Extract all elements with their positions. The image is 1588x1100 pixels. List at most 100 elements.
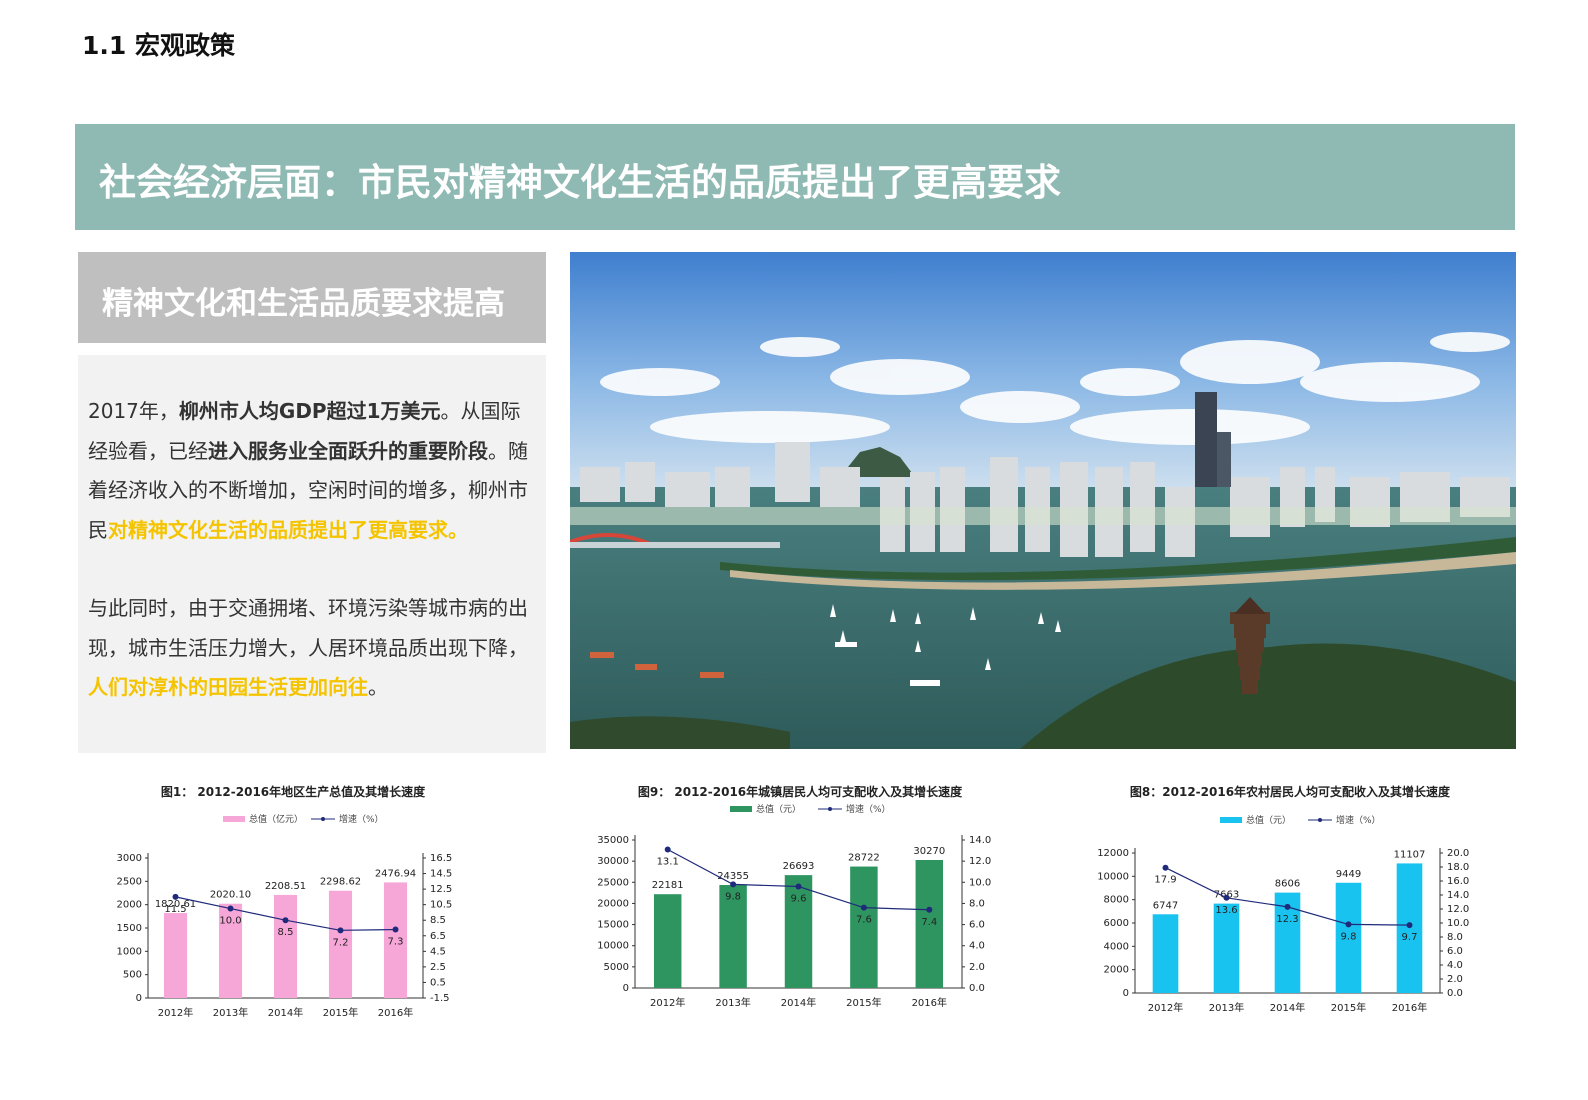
- growth-value-label: 7.3: [388, 937, 404, 948]
- chart-gdp: 图1： 2012-2016年地区生产总值及其增长速度 总值（亿元） 增速（%） 0 50…: [108, 778, 478, 1052]
- p1-text-3: 。随着经济收入的不断增加，空闲时间的增多，柳州市民: [88, 438, 528, 542]
- bar: [1335, 882, 1362, 993]
- left-tick-label: 12000: [1097, 848, 1129, 859]
- growth-point: [392, 926, 399, 933]
- city-skyline-photo: [569, 252, 1516, 749]
- bar: [719, 885, 747, 988]
- growth-point: [1223, 894, 1230, 901]
- legend-line-marker: [321, 817, 325, 821]
- x-tick-label: 2016年: [1392, 1001, 1427, 1014]
- legend-line-marker: [828, 807, 832, 811]
- growth-value-label: 13.6: [1215, 905, 1237, 916]
- legend-line-label: 增速（%）: [1336, 814, 1381, 826]
- bar-value-label: 9449: [1336, 869, 1361, 880]
- growth-value-label: 9.8: [1341, 931, 1357, 942]
- growth-point: [1284, 903, 1291, 910]
- growth-value-label: 7.2: [333, 937, 349, 948]
- bar-value-label: 28722: [848, 853, 880, 864]
- bar: [850, 866, 878, 988]
- p1-highlight: 对精神文化生活的品质提出了更高要求。: [108, 517, 468, 542]
- right-tick-label: 8.0: [969, 898, 985, 909]
- banner: 社会经济层面：市民对精神文化生活的品质提出了更高要求: [75, 124, 1515, 230]
- left-tick-label: 1500: [117, 923, 142, 934]
- left-tick-label: 3000: [117, 853, 142, 864]
- x-tick-label: 2016年: [378, 1006, 413, 1019]
- paragraph-2: 与此同时，由于交通拥堵、环境污染等城市病的出现，城市生活压力增大，人居环境品质出…: [88, 589, 536, 708]
- right-tick-label: -1.5: [430, 993, 450, 1004]
- growth-value-label: 17.9: [1154, 875, 1176, 886]
- bar: [328, 890, 353, 998]
- growth-point: [664, 846, 671, 853]
- x-tick-label: 2012年: [650, 996, 685, 1009]
- bar: [1152, 914, 1179, 993]
- growth-value-label: 7.4: [921, 917, 937, 928]
- bar: [653, 894, 682, 988]
- chart-urban-income: 图9： 2012-2016年城镇居民人均可支配收入及其增长速度 总值（元） 增速（%…: [590, 778, 1010, 1052]
- right-tick-label: 14.0: [1447, 890, 1469, 901]
- subhead-title: 精神文化和生活品质要求提高: [102, 286, 505, 322]
- growth-point: [926, 906, 933, 913]
- legend-bar-label: 总值（亿元）: [249, 813, 303, 825]
- right-tick-label: 2.5: [430, 962, 446, 973]
- x-tick-label: 2014年: [781, 996, 816, 1009]
- bar-value-label: 30270: [913, 846, 945, 857]
- right-tick-label: 4.0: [969, 941, 985, 952]
- p1-text-2: 。从国际经验看，已经: [88, 399, 521, 463]
- bar: [1396, 863, 1423, 993]
- right-tick-label: 2.0: [969, 962, 985, 973]
- left-tick-label: 500: [123, 970, 142, 981]
- x-tick-label: 2014年: [268, 1006, 303, 1019]
- p2-highlight: 人们对淳朴的田园生活更加向往: [88, 675, 368, 699]
- right-tick-label: 0.0: [969, 983, 985, 994]
- right-tick-label: 14.0: [969, 835, 991, 846]
- growth-value-label: 11.5: [164, 904, 186, 915]
- paragraph-1: 2017年，柳州市人均GDP超过1万美元。从国际经验看，已经进入服务业全面跃升的…: [88, 392, 536, 550]
- right-tick-label: 16.0: [1447, 876, 1469, 887]
- right-tick-label: 0.5: [430, 977, 446, 988]
- bar-value-label: 2208.51: [265, 881, 306, 892]
- right-tick-label: 6.5: [430, 931, 446, 942]
- growth-point: [1345, 921, 1352, 928]
- left-tick-label: 2000: [117, 900, 142, 911]
- growth-value-label: 8.5: [278, 927, 294, 938]
- bar: [383, 882, 408, 998]
- bar: [163, 913, 188, 998]
- left-tick-label: 8000: [1104, 895, 1129, 906]
- left-tick-label: 20000: [597, 898, 629, 909]
- legend-line-label: 增速（%）: [339, 813, 384, 825]
- growth-point: [282, 917, 289, 924]
- bar-value-label: 24355: [717, 871, 749, 882]
- right-tick-label: 12.5: [430, 884, 452, 895]
- p1-text-1: 2017年，: [88, 399, 179, 423]
- right-tick-label: 0.0: [1447, 988, 1463, 999]
- x-tick-label: 2013年: [715, 996, 750, 1009]
- legend-bar-swatch: [223, 816, 245, 822]
- left-tick-label: 6000: [1104, 918, 1129, 929]
- growth-value-label: 9.8: [725, 891, 741, 902]
- growth-value-label: 10.0: [219, 916, 241, 927]
- legend-bar-swatch: [730, 806, 752, 812]
- bar-value-label: 1820.61: [155, 899, 196, 910]
- right-tick-label: 12.0: [969, 856, 991, 867]
- left-tick-label: 4000: [1104, 941, 1129, 952]
- subhead-box: 精神文化和生活品质要求提高: [78, 252, 546, 343]
- right-tick-label: 4.5: [430, 946, 446, 957]
- x-tick-label: 2013年: [1209, 1001, 1244, 1014]
- legend-line-label: 增速（%）: [846, 803, 891, 815]
- growth-point: [172, 893, 179, 900]
- growth-point: [1162, 864, 1169, 871]
- right-tick-label: 10.0: [969, 877, 991, 888]
- growth-point: [337, 927, 344, 934]
- left-tick-label: 35000: [597, 835, 629, 846]
- legend-bar-label: 总值（元）: [1246, 814, 1291, 826]
- right-tick-label: 6.0: [969, 920, 985, 931]
- right-tick-label: 16.5: [430, 853, 452, 864]
- p2-text-1: 与此同时，由于交通拥堵、环境污染等城市病的出现，城市生活压力增大，人居环境品质出…: [88, 596, 528, 660]
- left-tick-label: 1000: [117, 946, 142, 957]
- left-tick-label: 10000: [597, 941, 629, 952]
- right-tick-label: 14.5: [430, 869, 452, 880]
- left-tick-label: 2000: [1104, 965, 1129, 976]
- bar-value-label: 6747: [1153, 900, 1178, 911]
